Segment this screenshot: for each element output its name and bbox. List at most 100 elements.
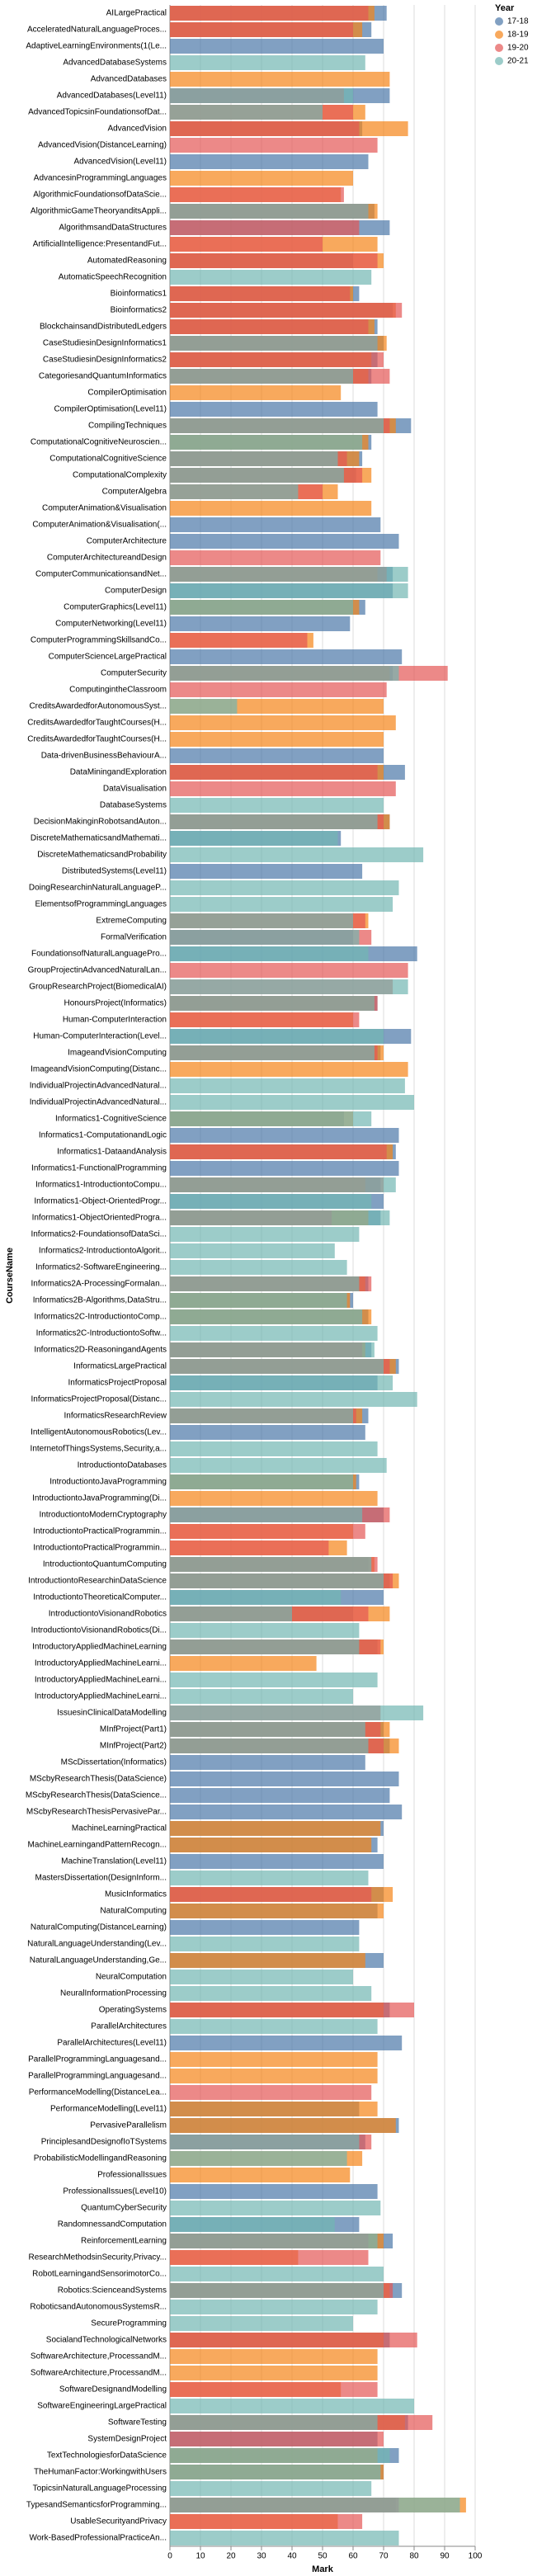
bar	[170, 1722, 365, 1737]
y-tick-label: Informatics2-SoftwareEngineering...	[35, 1263, 167, 1272]
y-tick-label: ComputerScienceLargePractical	[49, 653, 167, 662]
y-tick-label: ComputationalCognitiveNeuroscien...	[31, 438, 167, 447]
bar	[170, 418, 384, 433]
bar	[170, 2498, 460, 2512]
bar	[170, 1144, 387, 1159]
bar	[170, 2003, 414, 2017]
bar	[170, 831, 338, 846]
y-tick-label: IntroductiontoTheoreticalComputer...	[33, 1593, 167, 1602]
bar	[170, 2366, 378, 2380]
bar	[170, 946, 369, 961]
y-tick-label: MachineLearningandPatternRecogn...	[28, 1841, 167, 1850]
x-tick-label: 30	[257, 2552, 266, 2561]
y-tick-label: IntroductiontoPracticalProgrammin...	[33, 1527, 167, 1536]
y-tick-label: ExtremeComputing	[96, 917, 167, 926]
y-tick-label: CaseStudiesinDesignInformatics1	[43, 339, 167, 348]
y-tick-label: SocialandTechnologicalNetworks	[46, 2336, 167, 2345]
y-tick-label: AdvancedDatabases	[91, 75, 167, 84]
bar	[170, 2135, 360, 2149]
bar	[170, 484, 299, 499]
y-tick-label: TextTechnologiesforDataScience	[47, 2451, 167, 2460]
y-tick-label: SystemDesignProject	[87, 2435, 167, 2444]
bar	[170, 1706, 424, 1720]
y-tick-label: CompilingTechniques	[88, 422, 167, 431]
bar	[170, 732, 384, 747]
y-tick-label: RoboticsandAutonomousSystemsR...	[30, 2303, 167, 2312]
bar	[170, 1293, 347, 1308]
bar	[170, 1326, 378, 1341]
bar	[170, 1788, 390, 1803]
bar	[170, 1309, 363, 1324]
y-tick-label: MachineLearningPractical	[72, 1824, 167, 1833]
bar	[170, 1739, 369, 1753]
bar	[170, 649, 403, 664]
bar	[170, 880, 399, 895]
y-tick-label: SoftwareArchitecture,ProcessandM...	[31, 2369, 167, 2378]
y-tick-label: PervasiveParallelism	[90, 2121, 167, 2130]
y-tick-label: AlgorithmicFoundationsofDataScie...	[33, 191, 167, 200]
y-tick-label: ImageandVisionComputing	[68, 1049, 167, 1058]
bar	[170, 1805, 403, 1819]
y-tick-label: SoftwareDesignandModelling	[59, 2385, 167, 2394]
y-tick-label: FormalVerification	[101, 933, 167, 942]
bar	[170, 303, 403, 318]
y-tick-label: ImageandVisionComputing(Distanc...	[31, 1065, 167, 1074]
bar	[170, 2465, 381, 2479]
y-tick-label: CategoriesandQuantumInformatics	[39, 372, 167, 381]
bar	[170, 39, 384, 54]
bar	[170, 765, 378, 780]
bar	[170, 1524, 365, 1539]
y-tick-label: DatabaseSystems	[100, 801, 167, 810]
legend-swatch	[495, 17, 503, 26]
y-tick-label: Work-BasedProfessionalPracticeAn...	[29, 2534, 167, 2543]
bar	[170, 253, 378, 268]
x-tick-label: 10	[196, 2552, 205, 2561]
y-tick-label: NaturalLanguageUnderstanding,Ge...	[30, 1956, 167, 1965]
bar	[170, 2118, 396, 2133]
y-tick-label: AdvancedVision	[107, 125, 167, 134]
bar	[170, 2184, 378, 2199]
bar	[170, 534, 399, 549]
bar	[170, 963, 408, 978]
y-tick-label: AcceleratedNaturalLanguageProces...	[27, 26, 167, 35]
bar	[170, 1970, 353, 1984]
bar	[170, 1161, 399, 1176]
y-tick-label: InformaticsProjectProposal	[68, 1379, 167, 1388]
y-tick-label: MInfProject(Part2)	[100, 1742, 167, 1751]
bar	[170, 2069, 378, 2083]
bar	[170, 2481, 372, 2496]
y-tick-label: PerformanceModelling(DistanceLea...	[29, 2088, 167, 2097]
legend-label: 18-19	[507, 31, 529, 40]
bar	[170, 2234, 378, 2248]
y-tick-label: UsableSecurityandPrivacy	[70, 2517, 167, 2526]
bar	[170, 336, 378, 351]
bar	[170, 187, 344, 202]
bar	[170, 1210, 390, 1225]
y-tick-label: Bioinformatics2	[111, 306, 167, 315]
bar	[170, 1904, 384, 1918]
y-tick-label: RobotLearningandSensorimotorCo...	[32, 2270, 167, 2279]
y-tick-label: DataVisualisation	[103, 785, 167, 794]
bar	[170, 2052, 378, 2067]
y-tick-label: IssuesinClinicalDataModelling	[57, 1709, 167, 1718]
y-tick-label: CompilerOptimisation	[87, 389, 167, 398]
y-tick-label: ComputerNetworking(Level11)	[55, 620, 167, 629]
bar	[170, 2300, 378, 2314]
y-tick-label: ComputerAnimation&Visualisation	[42, 504, 167, 513]
y-tick-label: ComputerArchitectureandDesign	[47, 554, 167, 563]
y-tick-label: MScbyResearchThesis(DataScience...	[26, 1791, 167, 1800]
bar	[170, 847, 424, 862]
bar	[170, 1557, 372, 1572]
bar	[170, 2267, 384, 2281]
y-tick-label: AdvancedVision(Level11)	[74, 158, 167, 167]
bar	[170, 154, 369, 169]
bar	[170, 1128, 399, 1143]
y-tick-label: ComputerSecurity	[101, 669, 167, 678]
y-tick-label: InternetofThingsSystems,Security,a...	[31, 1445, 167, 1454]
y-tick-label: Informatics1-ObjectOrientedProgra...	[32, 1214, 167, 1223]
bar	[170, 6, 369, 21]
y-tick-label: Data-drivenBusinessBehaviourA...	[41, 752, 167, 761]
y-tick-label: TypesandSemanticsforProgramming...	[26, 2501, 167, 2510]
y-tick-label: DoingResearchinNaturalLanguageP...	[29, 884, 167, 893]
bar	[170, 1375, 393, 1390]
